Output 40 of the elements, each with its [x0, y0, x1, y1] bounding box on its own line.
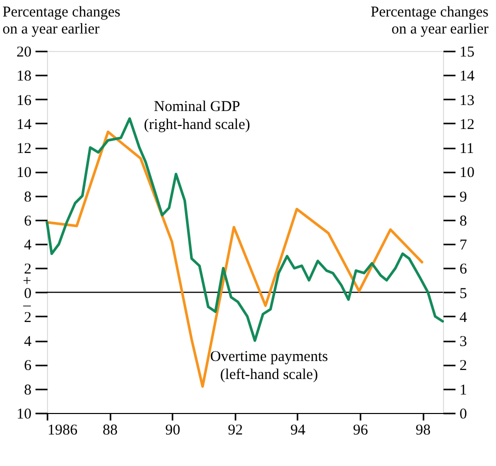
y-tick-label: 14 — [16, 116, 32, 133]
x-tick-label: 92 — [228, 422, 243, 438]
x-tick-label: 96 — [353, 422, 369, 438]
y-tick-label: 8 — [24, 382, 32, 398]
y2-tick-label: 6 — [460, 262, 468, 278]
y2-axis-title: Percentage changes on a year earlier — [370, 4, 489, 38]
y-axis-title: Percentage changes on a year earlier — [2, 4, 121, 38]
y2-tick-label: 14 — [460, 68, 475, 85]
y-tick-label: 18 — [16, 68, 32, 85]
y2-tick-label: 10 — [460, 165, 474, 182]
y2-tick-label: 2 — [460, 358, 467, 374]
y2-tick-label: 13 — [460, 92, 474, 109]
y-tick-label: 4 — [24, 334, 32, 350]
y2-tick-label: 5 — [460, 286, 467, 302]
x-tick-label: 98 — [416, 422, 431, 438]
x-tick-label: 88 — [102, 422, 118, 438]
y2-tick-label: 8 — [460, 213, 467, 230]
y2-tick-label: 12 — [460, 116, 474, 133]
x-tick-label: 1986 — [48, 422, 78, 438]
y2-tick-label: 1 — [460, 382, 467, 398]
y-tick-label: 8 — [24, 189, 32, 206]
y-tick-label: 20 — [16, 44, 32, 60]
y-tick-label: 6 — [24, 358, 32, 374]
x-tick-label: 94 — [290, 422, 306, 438]
x-tick-label: 90 — [165, 422, 180, 438]
y-tick-label: 10 — [16, 406, 32, 422]
y-tick-label: 12 — [16, 141, 32, 158]
y-tick-label: 10 — [16, 165, 32, 182]
series-label: Nominal GDP (right-hand scale) — [144, 99, 250, 133]
y2-tick-label: 11 — [460, 141, 474, 158]
y2-tick-label: 7 — [460, 238, 468, 254]
y2-tick-label: 15 — [460, 44, 474, 60]
y-tick-label: 16 — [16, 92, 32, 109]
y-tick-label: 4 — [24, 238, 32, 254]
y2-tick-label: 4 — [460, 310, 468, 326]
series-label: Overtime payments (left-hand scale) — [210, 349, 328, 383]
y2-tick-label: 0 — [460, 406, 467, 422]
y2-tick-label: 3 — [460, 334, 467, 350]
y2-tick-label: 9 — [460, 189, 467, 206]
y-tick-label: 6 — [24, 213, 32, 230]
